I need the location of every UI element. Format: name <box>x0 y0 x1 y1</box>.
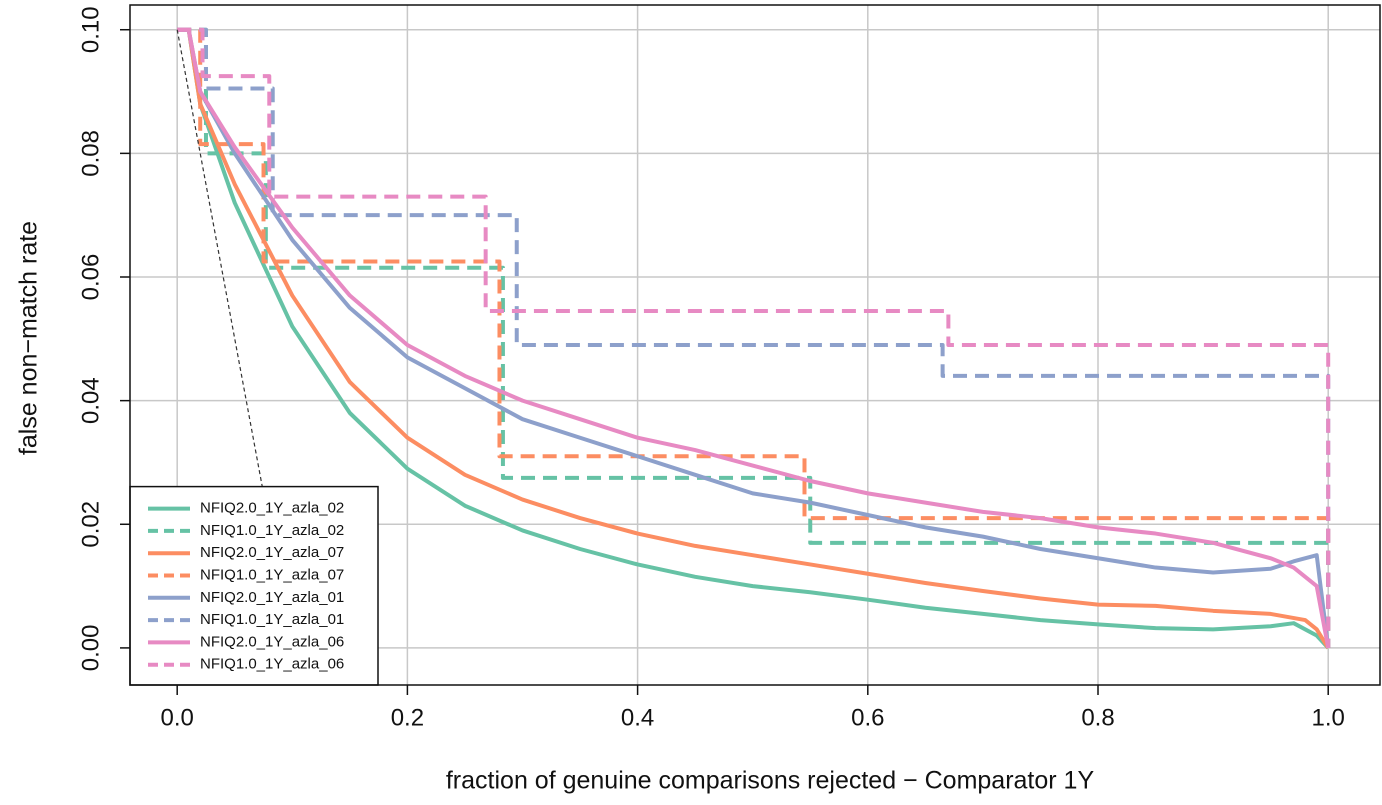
x-tick-label: 0.6 <box>851 704 884 731</box>
y-axis-label: false non−match rate <box>15 221 43 455</box>
x-tick-label: 0.2 <box>391 704 424 731</box>
series-line <box>177 27 1331 648</box>
series-line <box>177 27 1331 648</box>
plot-frame <box>129 4 1381 686</box>
y-tick-label: 0.10 <box>77 6 104 53</box>
series-line <box>177 27 1331 648</box>
legend-label: NFIQ2.0_1Y_azla_06 <box>200 633 344 650</box>
x-tick-label: 0.8 <box>1081 704 1114 731</box>
legend-label: NFIQ1.0_1Y_azla_07 <box>200 566 344 583</box>
series-line <box>177 27 1331 648</box>
legend-label: NFIQ2.0_1Y_azla_02 <box>200 500 344 517</box>
legend-label: NFIQ2.0_1Y_azla_01 <box>200 589 344 606</box>
y-tick-label: 0.06 <box>77 254 104 301</box>
legend-label: NFIQ2.0_1Y_azla_07 <box>200 544 344 561</box>
x-tick-label: 0.4 <box>621 704 654 731</box>
y-tick-label: 0.04 <box>77 377 104 424</box>
legend-box <box>129 485 379 686</box>
series-line <box>177 27 1331 649</box>
x-axis-label: fraction of genuine comparisons rejected… <box>446 767 1095 795</box>
y-tick-label: 0.08 <box>77 130 104 177</box>
series-line <box>177 27 1330 649</box>
legend-label: NFIQ1.0_1Y_azla_06 <box>200 656 344 673</box>
series-line <box>177 27 1331 649</box>
y-tick-label: 0.02 <box>77 501 104 548</box>
legend-label: NFIQ1.0_1Y_azla_02 <box>200 522 344 539</box>
x-tick-label: 0.0 <box>161 704 194 731</box>
series-line <box>177 27 1330 650</box>
y-tick-label: 0.00 <box>77 625 104 672</box>
legend-label: NFIQ1.0_1Y_azla_01 <box>200 611 344 628</box>
legend: NFIQ2.0_1Y_azla_02 NFIQ1.0_1Y_azla_02 NFIQ… <box>129 485 379 686</box>
x-tick-label: 1.0 <box>1312 704 1345 731</box>
